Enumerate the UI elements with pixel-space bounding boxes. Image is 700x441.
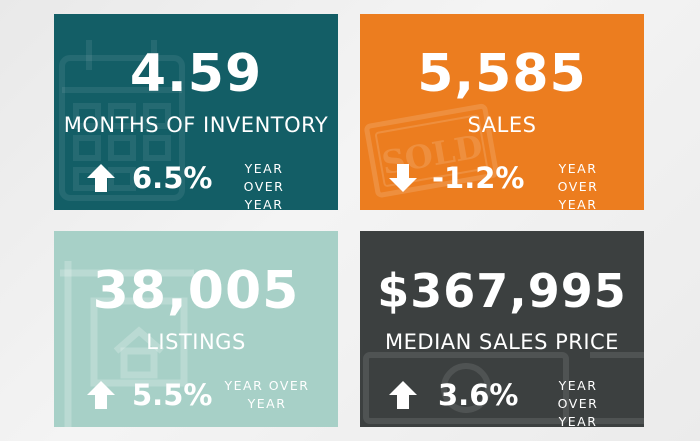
listings-label: LISTINGS bbox=[146, 330, 246, 354]
listings-card: 38,005 LISTINGS 5.5% YEAR OVER YEAR bbox=[54, 231, 338, 427]
listings-change-row: 5.5% YEAR OVER YEAR bbox=[54, 377, 338, 413]
median-price-change: 3.6% bbox=[438, 378, 519, 412]
median-price-card: $367,995 MEDIAN SALES PRICE 3.6% YEAR OV… bbox=[360, 231, 644, 427]
sales-change: -1.2% bbox=[432, 161, 525, 195]
inventory-change: 6.5% bbox=[132, 161, 213, 195]
sales-label: SALES bbox=[467, 113, 537, 137]
arrow-down-icon bbox=[389, 164, 417, 192]
inventory-value: 4.59 bbox=[129, 44, 263, 104]
median-price-label: MEDIAN SALES PRICE bbox=[385, 330, 619, 354]
median-price-yoy-label: YEAR OVER YEAR bbox=[557, 378, 599, 427]
listings-yoy-label: YEAR OVER YEAR bbox=[224, 378, 310, 411]
sales-yoy-label: YEAR OVER YEAR bbox=[557, 161, 599, 210]
arrow-up-icon bbox=[87, 381, 115, 409]
inventory-change-row: 6.5% YEAR OVER YEAR bbox=[54, 160, 338, 210]
inventory-card: 4.59 MONTHS OF INVENTORY 6.5% YEAR OVER Y… bbox=[54, 14, 338, 210]
median-price-value: $367,995 bbox=[377, 264, 627, 318]
sales-change-row: -1.2% YEAR OVER YEAR bbox=[360, 160, 644, 210]
inventory-yoy-label: YEAR OVER YEAR bbox=[243, 161, 285, 210]
median-price-change-row: 3.6% YEAR OVER YEAR bbox=[360, 377, 644, 427]
listings-value: 38,005 bbox=[92, 261, 300, 321]
sales-value: 5,585 bbox=[417, 44, 587, 104]
inventory-label: MONTHS OF INVENTORY bbox=[63, 113, 329, 137]
arrow-up-icon bbox=[87, 164, 115, 192]
sales-card: SOLD 5,585 SALES -1.2% YEAR OVER YEAR bbox=[360, 14, 644, 210]
listings-change: 5.5% bbox=[132, 378, 213, 412]
arrow-up-icon bbox=[389, 381, 417, 409]
